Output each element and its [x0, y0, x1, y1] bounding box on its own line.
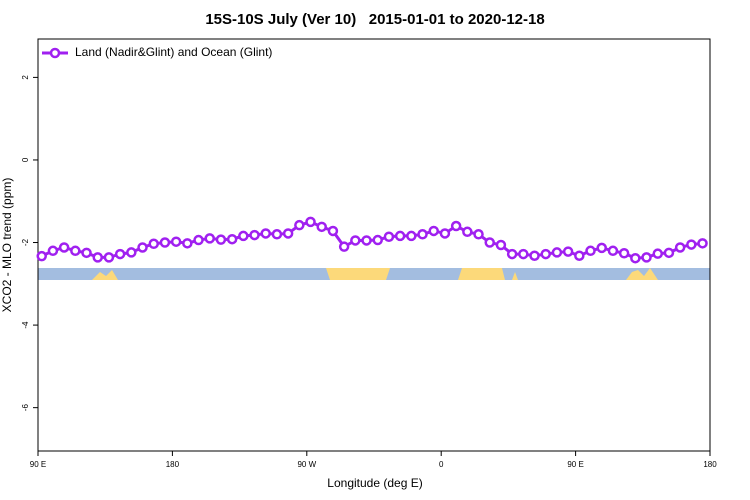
data-point	[551, 247, 563, 258]
y-tick-label: -4	[21, 321, 30, 329]
data-point	[585, 245, 596, 257]
land-strip	[626, 268, 658, 280]
data-point	[92, 252, 103, 263]
data-point	[226, 233, 238, 245]
data-point	[327, 225, 339, 237]
data-point	[697, 238, 708, 249]
data-point	[372, 234, 383, 246]
legend-marker	[49, 47, 61, 59]
data-point	[204, 233, 215, 244]
data-point	[58, 242, 70, 253]
x-tick-label: 90 W	[297, 460, 316, 469]
land-strip	[326, 268, 390, 280]
data-point	[450, 220, 462, 232]
y-tick-label: -2	[21, 238, 30, 246]
data-point	[518, 248, 529, 260]
data-point	[193, 234, 204, 246]
x-tick-label: 90 E	[30, 460, 46, 469]
data-point	[238, 230, 249, 242]
data-point	[81, 247, 92, 259]
data-point	[394, 230, 406, 242]
data-point	[148, 238, 159, 250]
data-point	[574, 250, 585, 261]
data-point	[70, 245, 81, 257]
land-strip	[92, 270, 118, 280]
data-point	[305, 216, 316, 228]
data-point	[182, 238, 193, 249]
data-point	[417, 229, 428, 240]
data-point	[350, 235, 361, 246]
data-point	[294, 219, 305, 231]
data-point	[249, 229, 260, 241]
data-point	[473, 229, 484, 240]
x-tick-label: 180	[703, 460, 717, 469]
data-point	[383, 231, 395, 242]
data-point	[215, 234, 227, 245]
data-point	[618, 248, 630, 259]
land-mask	[38, 268, 710, 280]
data-point	[260, 228, 271, 239]
data-point	[316, 221, 327, 233]
data-point	[484, 237, 495, 248]
data-point	[540, 248, 551, 260]
data-point	[406, 230, 417, 242]
data-point	[103, 252, 115, 263]
x-tick-label: 0	[439, 460, 444, 469]
data-point	[271, 229, 283, 240]
y-tick-label: 2	[21, 75, 30, 80]
data-point	[36, 250, 47, 262]
data-point	[596, 242, 607, 254]
x-tick-label: 180	[166, 460, 180, 469]
y-tick-label: -6	[21, 404, 30, 412]
data-point	[495, 239, 507, 251]
data-point	[159, 237, 171, 248]
data-point	[663, 247, 675, 259]
data-point	[674, 242, 686, 253]
y-axis-label: XCO2 - MLO trend (ppm)	[0, 178, 14, 313]
data-point	[607, 245, 619, 257]
data-point	[506, 248, 518, 260]
plot-frame	[37, 38, 711, 452]
x-tick-label: 90 E	[567, 460, 583, 469]
data-point	[439, 228, 451, 239]
land-strip	[512, 272, 518, 280]
y-tick-label: 0	[21, 157, 30, 162]
data-point	[529, 250, 540, 261]
x-axis-label: Longitude (deg E)	[327, 476, 422, 490]
data-point	[47, 245, 59, 257]
data-point	[361, 235, 372, 246]
data-point	[126, 247, 137, 258]
data-point	[630, 252, 641, 264]
data-point	[338, 241, 350, 252]
data-point	[562, 246, 574, 257]
land-strip	[458, 268, 505, 280]
chart-title: 15S-10S July (Ver 10) 2015-01-01 to 2020…	[205, 11, 544, 28]
data-point	[282, 228, 294, 239]
data-point	[428, 225, 439, 237]
data-point	[114, 248, 126, 260]
data-point	[462, 226, 473, 238]
data-point	[641, 252, 652, 263]
data-point	[137, 242, 148, 253]
data-point	[652, 248, 663, 259]
data-point	[170, 236, 182, 247]
data-point	[686, 239, 697, 250]
legend-label: Land (Nadir&Glint) and Ocean (Glint)	[75, 45, 272, 59]
